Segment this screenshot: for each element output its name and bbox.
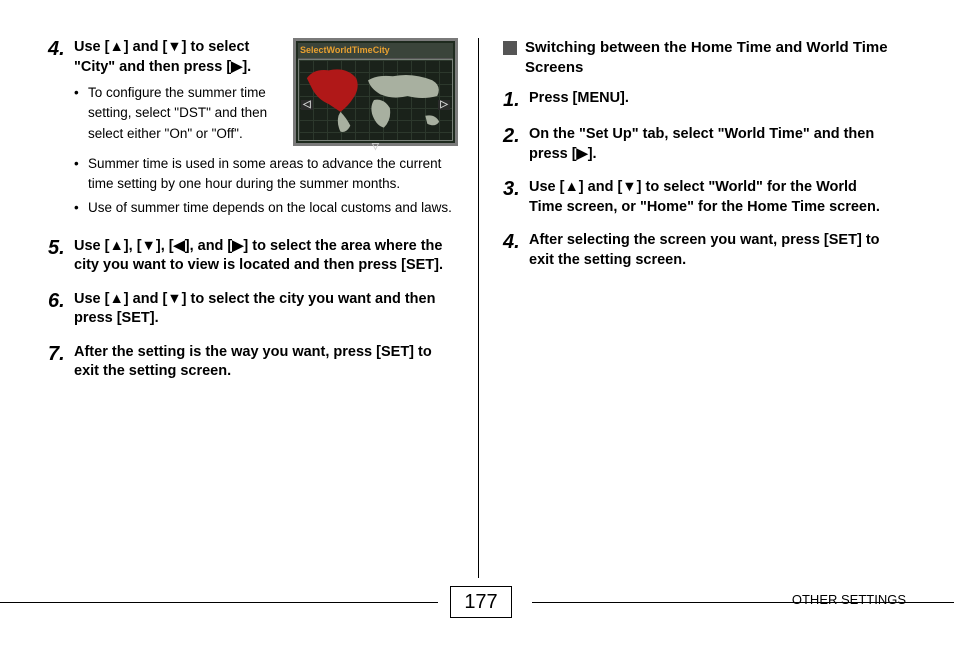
footer-section-label: OTHER SETTINGS	[792, 592, 906, 607]
instruction-step: 5. Use [▲], [▼], [◀], and [▶] to select …	[48, 237, 458, 276]
instruction-step: 6. Use [▲] and [▼] to select the city yo…	[48, 290, 458, 329]
instruction-step: 3. Use [▲] and [▼] to select "World" for…	[503, 178, 889, 217]
map-region	[371, 100, 390, 128]
sublist-item: Summer time is used in some areas to adv…	[74, 154, 458, 195]
step-text: Use [▲] and [▼] to select "City" and the…	[74, 39, 251, 75]
step-number: 2.	[503, 125, 529, 164]
step-body: Use [▲] and [▼] to select "City" and the…	[74, 38, 458, 223]
step-number: 3.	[503, 178, 529, 217]
map-right-arrow-icon: ▷	[438, 100, 450, 110]
step-sublist: To configure the summer time setting, se…	[74, 83, 283, 144]
step-text: Press [MENU].	[529, 89, 889, 111]
heading-text: Switching between the Home Time and Worl…	[525, 38, 889, 77]
page-number-box: 177	[450, 586, 512, 618]
step-text: After selecting the screen you want, pre…	[529, 231, 889, 270]
step-number: 7.	[48, 343, 74, 382]
instruction-step: 4. Use [▲] and [▼] to select "City" and …	[48, 38, 458, 223]
step-number: 4.	[503, 231, 529, 270]
step-number: 4.	[48, 38, 74, 223]
screenshot-title-bar: SelectWorldTimeCity	[298, 43, 453, 59]
instruction-step: 1. Press [MENU].	[503, 89, 889, 111]
footer-rule-left	[0, 602, 438, 603]
step-number: 5.	[48, 237, 74, 276]
page-number: 177	[464, 591, 497, 614]
map-left-arrow-icon: ◁	[301, 100, 313, 110]
manual-page: 4. Use [▲] and [▼] to select "City" and …	[0, 0, 954, 646]
step-text: On the "Set Up" tab, select "World Time"…	[529, 125, 889, 164]
map-region	[338, 112, 351, 132]
sublist-item: Use of summer time depends on the local …	[74, 198, 458, 218]
instruction-step: 4. After selecting the screen you want, …	[503, 231, 889, 270]
section-heading: Switching between the Home Time and Worl…	[503, 38, 889, 77]
camera-screenshot: SelectWorldTimeCity ◁ ▷	[293, 38, 458, 146]
step-text: Use [▲], [▼], [◀], and [▶] to select the…	[74, 237, 458, 276]
map-highlight-region	[307, 70, 358, 112]
two-column-layout: 4. Use [▲] and [▼] to select "City" and …	[48, 38, 906, 578]
sublist-item: To configure the summer time setting, se…	[74, 83, 283, 144]
step-number: 1.	[503, 89, 529, 111]
instruction-step: 7. After the setting is the way you want…	[48, 343, 458, 382]
instruction-step: 2. On the "Set Up" tab, select "World Ti…	[503, 125, 889, 164]
map-region	[425, 116, 439, 126]
map-region	[368, 75, 439, 98]
page-footer: 177 OTHER SETTINGS	[0, 582, 954, 638]
step-text: Use [▲] and [▼] to select "World" for th…	[529, 178, 889, 217]
square-bullet-icon	[503, 41, 517, 55]
map-down-arrow-icon: ▽	[298, 142, 453, 151]
step-text: After the setting is the way you want, p…	[74, 343, 458, 382]
step-text: Use [▲] and [▼] to select the city you w…	[74, 290, 458, 329]
step-sublist-continued: Summer time is used in some areas to adv…	[74, 154, 458, 219]
step-number: 6.	[48, 290, 74, 329]
world-map-thumbnail: ◁ ▷	[298, 59, 453, 141]
map-svg	[299, 60, 452, 140]
right-column: Switching between the Home Time and Worl…	[479, 38, 889, 578]
left-column: 4. Use [▲] and [▼] to select "City" and …	[48, 38, 478, 578]
